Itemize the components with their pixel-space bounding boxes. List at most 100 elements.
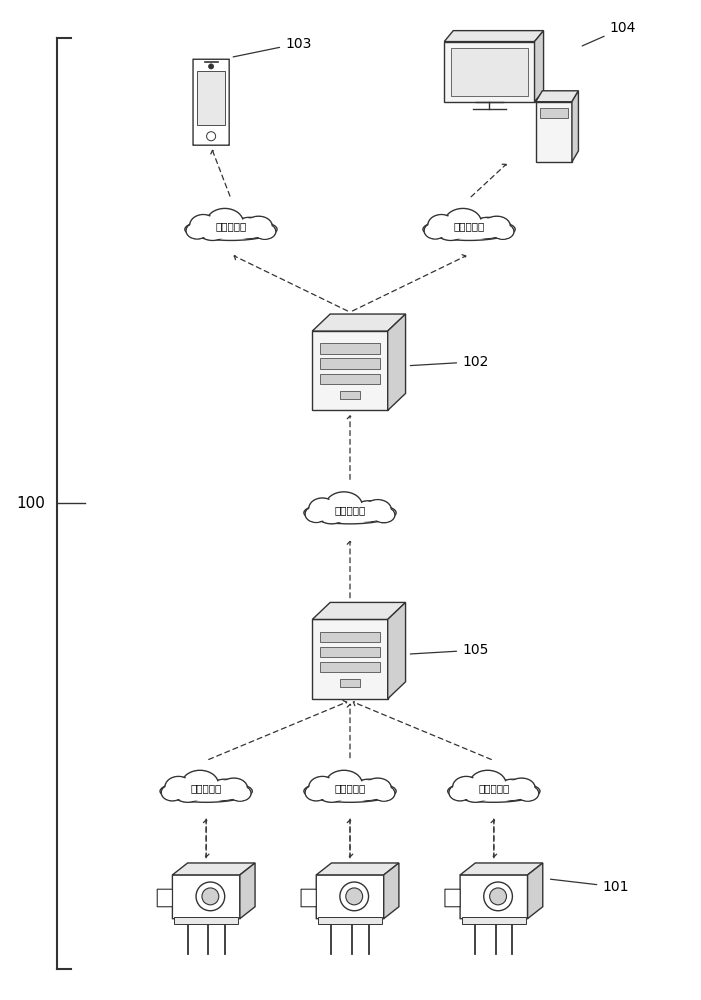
Ellipse shape	[174, 781, 202, 801]
Ellipse shape	[208, 210, 241, 235]
Polygon shape	[316, 863, 399, 875]
Polygon shape	[460, 863, 543, 875]
Ellipse shape	[310, 499, 334, 518]
FancyBboxPatch shape	[157, 889, 172, 907]
Text: 105: 105	[410, 643, 489, 657]
Ellipse shape	[429, 216, 454, 235]
Circle shape	[196, 882, 225, 911]
Polygon shape	[528, 863, 543, 919]
Ellipse shape	[373, 507, 395, 523]
Ellipse shape	[309, 776, 336, 798]
Text: 101: 101	[550, 879, 629, 894]
Ellipse shape	[254, 224, 276, 239]
Ellipse shape	[255, 225, 275, 239]
Circle shape	[207, 132, 216, 141]
Ellipse shape	[423, 218, 515, 240]
Ellipse shape	[444, 208, 482, 236]
Bar	[340, 391, 360, 399]
Polygon shape	[536, 102, 572, 162]
Text: 第三类网络: 第三类网络	[334, 505, 366, 515]
Ellipse shape	[185, 218, 277, 240]
Ellipse shape	[484, 217, 509, 235]
Ellipse shape	[222, 779, 246, 797]
Bar	[197, 71, 225, 125]
Ellipse shape	[307, 781, 393, 801]
Text: 第二类网络: 第二类网络	[215, 222, 247, 232]
Ellipse shape	[172, 780, 203, 802]
Ellipse shape	[182, 770, 219, 798]
Ellipse shape	[307, 503, 393, 522]
Ellipse shape	[305, 506, 327, 522]
Ellipse shape	[197, 218, 228, 240]
Ellipse shape	[353, 501, 384, 522]
Ellipse shape	[318, 503, 346, 523]
Ellipse shape	[365, 779, 390, 797]
Ellipse shape	[163, 785, 182, 800]
Ellipse shape	[469, 770, 506, 798]
Text: 第一类网络: 第一类网络	[478, 783, 510, 793]
Ellipse shape	[508, 778, 535, 798]
Ellipse shape	[365, 501, 390, 518]
Ellipse shape	[165, 776, 192, 798]
Ellipse shape	[474, 218, 501, 237]
FancyBboxPatch shape	[172, 875, 240, 919]
Ellipse shape	[449, 784, 471, 801]
Circle shape	[202, 888, 219, 905]
Bar	[320, 374, 380, 384]
FancyBboxPatch shape	[445, 889, 460, 907]
Bar	[451, 48, 529, 96]
Ellipse shape	[374, 786, 394, 800]
Bar	[320, 647, 380, 657]
Polygon shape	[240, 863, 255, 919]
Ellipse shape	[447, 210, 479, 235]
Ellipse shape	[518, 786, 538, 800]
Ellipse shape	[435, 218, 466, 240]
Ellipse shape	[198, 219, 226, 239]
Bar	[320, 358, 380, 369]
Ellipse shape	[220, 778, 247, 798]
Ellipse shape	[160, 780, 252, 802]
Polygon shape	[572, 91, 578, 162]
Ellipse shape	[310, 777, 334, 797]
Ellipse shape	[364, 500, 391, 519]
Ellipse shape	[424, 222, 447, 239]
Circle shape	[208, 64, 214, 69]
Ellipse shape	[493, 225, 513, 239]
Ellipse shape	[510, 779, 533, 797]
Ellipse shape	[426, 220, 512, 239]
Ellipse shape	[306, 785, 326, 800]
Ellipse shape	[166, 777, 191, 797]
Ellipse shape	[472, 217, 503, 239]
Ellipse shape	[316, 502, 347, 524]
Text: 第一类网络: 第一类网络	[334, 783, 366, 793]
Ellipse shape	[497, 779, 528, 800]
Ellipse shape	[437, 219, 465, 239]
Circle shape	[346, 888, 362, 905]
Text: 100: 100	[16, 496, 45, 511]
Bar	[174, 917, 238, 924]
Ellipse shape	[374, 508, 394, 522]
FancyBboxPatch shape	[193, 59, 229, 145]
Ellipse shape	[483, 216, 510, 236]
Ellipse shape	[188, 220, 274, 239]
Ellipse shape	[498, 780, 526, 799]
Ellipse shape	[450, 785, 470, 800]
Polygon shape	[444, 42, 535, 102]
Ellipse shape	[304, 780, 396, 802]
Ellipse shape	[327, 493, 360, 518]
Circle shape	[489, 888, 507, 905]
Ellipse shape	[187, 223, 207, 238]
Circle shape	[340, 882, 369, 911]
Ellipse shape	[304, 502, 396, 524]
Polygon shape	[388, 602, 406, 699]
Ellipse shape	[305, 784, 327, 801]
Polygon shape	[444, 31, 543, 42]
Ellipse shape	[364, 778, 391, 798]
Ellipse shape	[229, 786, 251, 801]
Ellipse shape	[471, 772, 504, 797]
Ellipse shape	[428, 215, 455, 236]
Ellipse shape	[234, 217, 265, 239]
Ellipse shape	[426, 223, 445, 238]
Ellipse shape	[190, 215, 217, 236]
Ellipse shape	[355, 780, 382, 799]
